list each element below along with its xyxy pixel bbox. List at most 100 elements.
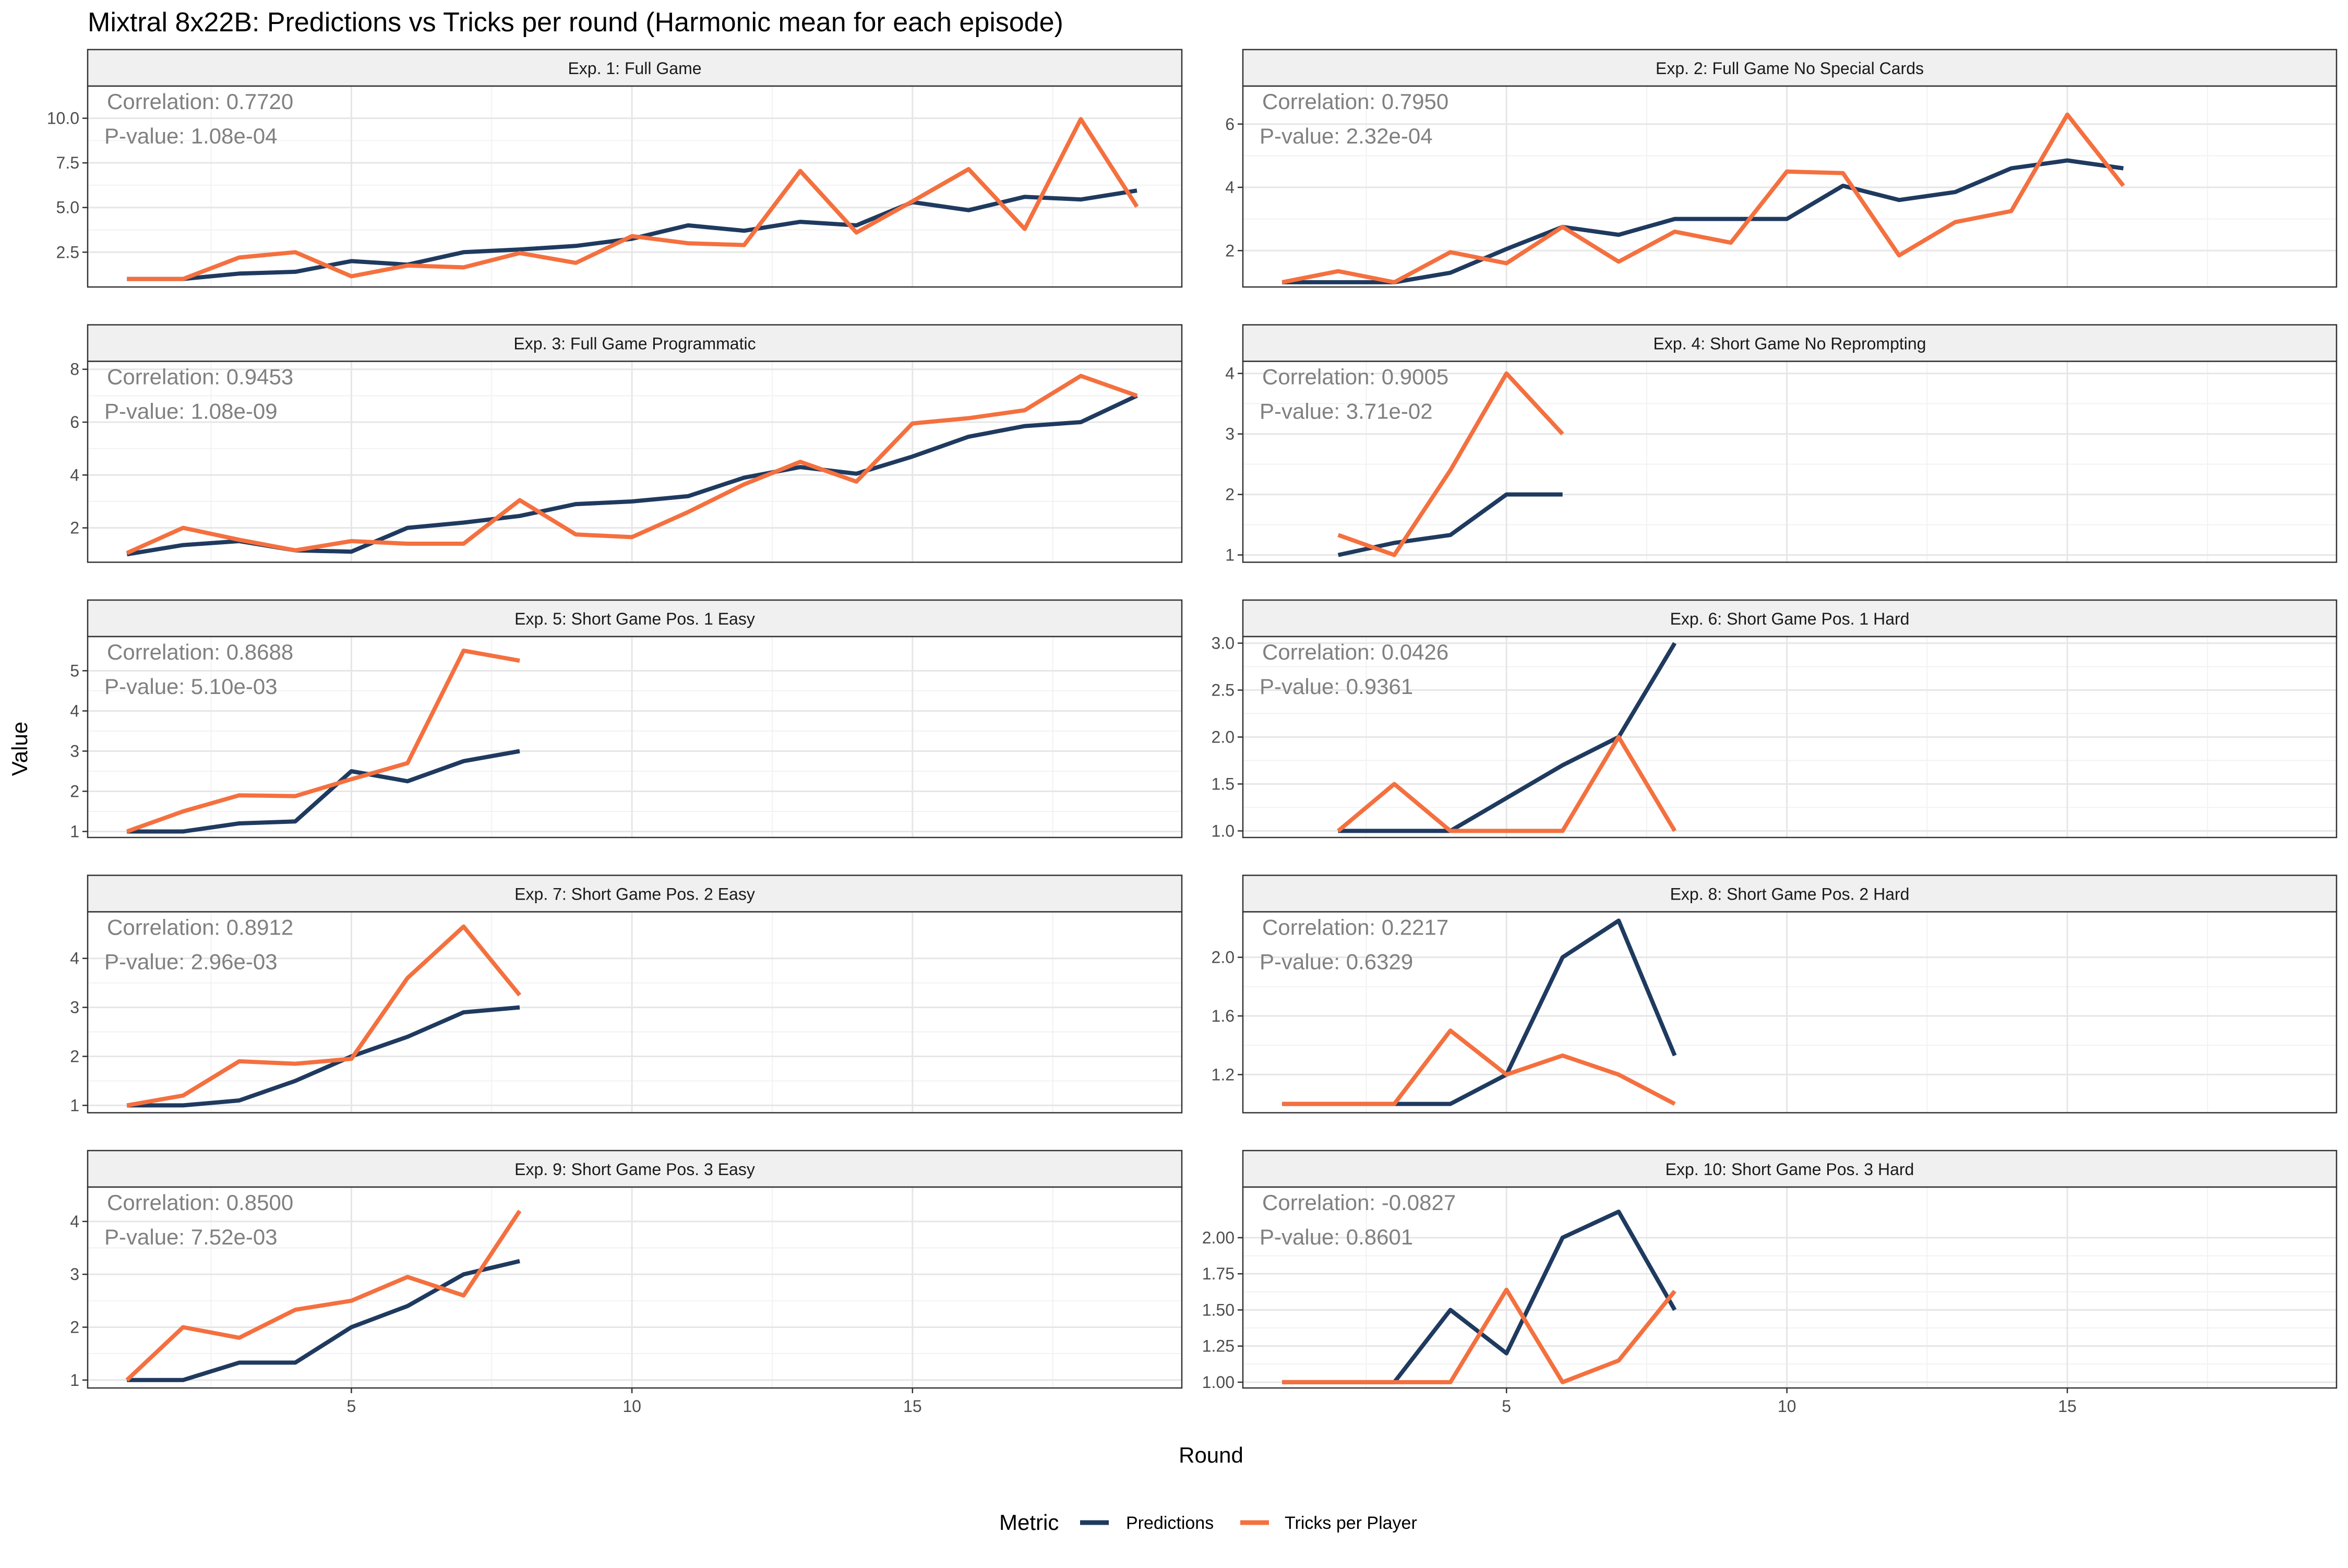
facet-3-p-value-annotation: P-value: 1.08e-09 [104, 399, 278, 424]
facet-10-panel-border [1242, 1186, 2338, 1389]
facet-3-strip-label: Exp. 3: Full Game Programmatic [513, 334, 756, 353]
facet-10-strip [1242, 1150, 2338, 1188]
facet-6-p-value-annotation: P-value: 0.9361 [1260, 674, 1413, 699]
x-tick-label: 10 [1778, 1397, 1796, 1416]
facet-7-series-tricks-per-player [126, 924, 522, 1108]
y-tick-label: 2 [70, 1318, 79, 1336]
facet-9-p-value-annotation: P-value: 7.52e-03 [104, 1225, 278, 1249]
y-tick-label: 4 [70, 701, 79, 720]
facet-1-correlation-annotation: Correlation: 0.7720 [107, 89, 293, 114]
facet-1-strip-label: Exp. 1: Full Game [568, 59, 701, 78]
y-tick-label: 4 [70, 1212, 79, 1231]
facet-7-plot-area [88, 912, 1182, 1113]
y-tick-label: 4 [1225, 178, 1235, 197]
facet-2-strip [1242, 49, 2338, 87]
facet-10: Exp. 10: Short Game Pos. 3 Hard 1.00 1.25 1… [1202, 1150, 2338, 1416]
legend-title: Metric [999, 1510, 1059, 1535]
y-tick-label: 2 [70, 782, 79, 800]
facet-7-grid [88, 912, 1182, 1113]
y-tick-label: 1.25 [1202, 1337, 1235, 1356]
facet-5-series-predictions [127, 749, 520, 834]
facet-5-p-value-annotation: P-value: 5.10e-03 [104, 674, 278, 699]
legend: Metric Predictions Tricks per Player [999, 1510, 1417, 1535]
facet-4-correlation-annotation: Correlation: 0.9005 [1262, 365, 1448, 389]
facet-5-panel-border [87, 636, 1183, 839]
x-tick-label: 15 [2058, 1397, 2077, 1416]
y-tick-label: 1.00 [1202, 1373, 1235, 1392]
y-tick-label: 2.0 [1212, 948, 1235, 967]
facet-4-series-tricks-per-player [1337, 371, 1564, 557]
facet-9-strip-label: Exp. 9: Short Game Pos. 3 Easy [514, 1160, 755, 1179]
facet-9-plot-area [88, 1187, 1182, 1388]
facet-5-strip-label: Exp. 5: Short Game Pos. 1 Easy [514, 609, 755, 628]
y-tick-label: 3 [1225, 425, 1235, 444]
facet-8-panel-border [1242, 911, 2338, 1114]
facet-5: Exp. 5: Short Game Pos. 1 Easy 1 2 3 4 5 Corre… [70, 599, 1183, 841]
facet-6-strip-label: Exp. 6: Short Game Pos. 1 Hard [1670, 609, 1910, 628]
facet-2-grid [1243, 86, 2337, 287]
y-tick-label: 5 [70, 661, 79, 680]
facet-10-grid [1243, 1187, 2337, 1388]
x-tick-label: 10 [622, 1397, 641, 1416]
facet-2-series-tricks-per-player [1281, 112, 2125, 284]
facet-9-series-predictions [127, 1259, 520, 1382]
facet-2-strip-label: Exp. 2: Full Game No Special Cards [1656, 59, 1924, 78]
y-tick-label: 1.50 [1202, 1300, 1235, 1319]
y-tick-label: 6 [1225, 115, 1235, 134]
facet-1-strip [87, 49, 1183, 87]
facet-9: Exp. 9: Short Game Pos. 3 Easy 1 2 3 4 5 10 15 C… [70, 1150, 1183, 1416]
facet-4-plot-area [1243, 361, 2337, 562]
y-tick-label: 3 [70, 741, 79, 760]
y-tick-label: 4 [1225, 364, 1235, 383]
facet-1: Exp. 1: Full Game 2.5 5.0 7.5 10.0 Correlatio… [47, 49, 1183, 288]
facet-6-series-tricks-per-player [1337, 735, 1677, 833]
y-tick-label: 7.5 [56, 153, 79, 172]
facet-panels: Exp. 1: Full Game 2.5 5.0 7.5 10.0 Correlatio… [47, 49, 2338, 1416]
facet-7-p-value-annotation: P-value: 2.96e-03 [104, 950, 278, 974]
facet-1-p-value-annotation: P-value: 1.08e-04 [104, 124, 278, 148]
y-tick-label: 2.5 [1212, 681, 1235, 700]
facet-9-correlation-annotation: Correlation: 0.8500 [107, 1190, 293, 1215]
facet-4-strip-label: Exp. 4: Short Game No Reprompting [1654, 334, 1926, 353]
facet-4-panel-border [1242, 361, 2338, 563]
legend-label-tricks-per-player: Tricks per Player [1285, 1513, 1417, 1533]
y-tick-label: 3.0 [1212, 634, 1235, 653]
y-tick-label: 2 [1225, 485, 1235, 504]
y-tick-label: 5.0 [56, 198, 79, 217]
facet-7-panel-border [87, 911, 1183, 1114]
y-tick-label: 4 [70, 465, 79, 484]
facet-4-p-value-annotation: P-value: 3.71e-02 [1260, 399, 1433, 424]
facet-1-grid [88, 86, 1182, 287]
x-axis-label: Round [1179, 1443, 1243, 1467]
facet-7-correlation-annotation: Correlation: 0.8912 [107, 915, 293, 940]
facet-8-p-value-annotation: P-value: 0.6329 [1260, 950, 1413, 974]
y-axis-label: Value [7, 722, 32, 776]
facet-2-p-value-annotation: P-value: 2.32e-04 [1260, 124, 1433, 148]
facet-10-strip-label: Exp. 10: Short Game Pos. 3 Hard [1666, 1160, 1914, 1179]
facet-8-correlation-annotation: Correlation: 0.2217 [1262, 915, 1448, 940]
facet-7-strip-label: Exp. 7: Short Game Pos. 2 Easy [514, 885, 755, 904]
facet-5-series-tricks-per-player [126, 649, 520, 834]
y-tick-label: 10.0 [47, 109, 79, 128]
facet-8: Exp. 8: Short Game Pos. 2 Hard 1.2 1.6 2.0 C… [1212, 875, 2338, 1114]
facet-3-series-tricks-per-player [126, 374, 1138, 555]
facet-5-grid [88, 637, 1182, 837]
y-tick-label: 1.0 [1212, 821, 1235, 840]
facet-2-plot-area [1243, 86, 2337, 287]
facet-10-plot-area [1243, 1187, 2337, 1388]
y-tick-label: 4 [70, 949, 79, 968]
facet-8-strip-label: Exp. 8: Short Game Pos. 2 Hard [1670, 885, 1910, 904]
facet-3-strip [87, 324, 1183, 362]
y-tick-label: 2 [70, 1047, 79, 1066]
y-tick-label: 1.75 [1202, 1264, 1235, 1283]
facet-3-plot-area [88, 361, 1182, 562]
facet-3-panel-border [87, 361, 1183, 563]
facet-7: Exp. 7: Short Game Pos. 2 Easy 1 2 3 4 Correl… [70, 875, 1183, 1115]
facet-5-strip [87, 599, 1183, 638]
facet-6-grid [1243, 637, 2337, 837]
y-tick-label: 1 [70, 1371, 79, 1390]
facet-6-correlation-annotation: Correlation: 0.0426 [1262, 640, 1448, 664]
facet-3-grid [88, 361, 1182, 562]
y-tick-label: 6 [70, 413, 79, 432]
